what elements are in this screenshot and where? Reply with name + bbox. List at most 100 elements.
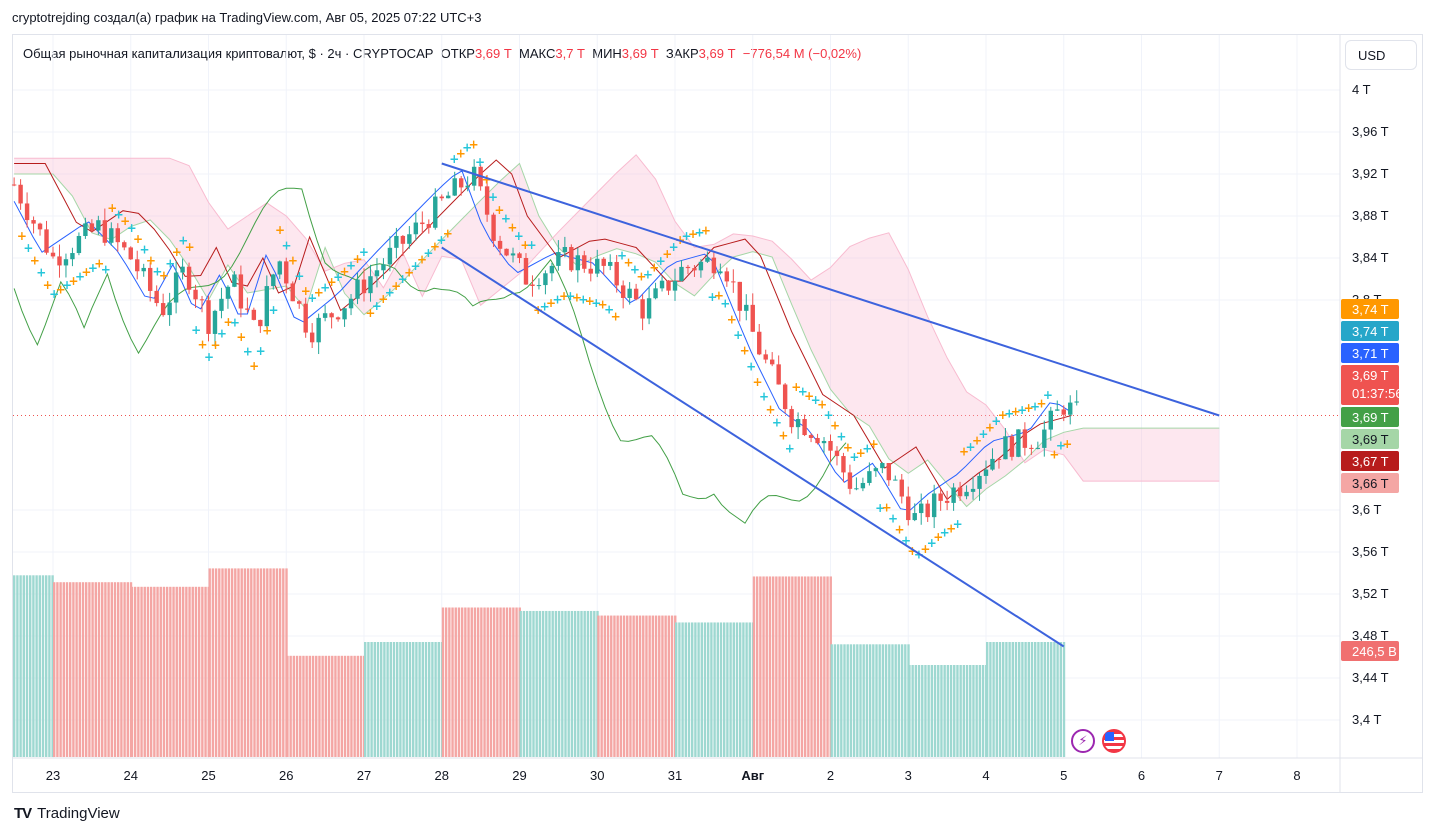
candle-body [83,223,88,236]
volume-bar [35,575,38,757]
candle-body [983,469,989,476]
psar-marker: + [1030,399,1040,413]
tradingview-brand[interactable]: TV TradingView [14,805,120,822]
candle-body [744,304,749,311]
volume-bar [418,642,421,757]
volume-bar [204,586,207,757]
trendline[interactable] [441,246,1065,648]
candle-body [847,472,853,489]
psar-marker: + [669,240,679,254]
x-tick-label: Авг [741,768,764,783]
volume-bar [791,576,794,757]
cloud-span-a [14,162,1220,508]
x-tick-label: 30 [590,768,604,783]
volume-bar [606,615,610,757]
x-tick-label: 23 [46,768,60,783]
time-axis[interactable]: 23 24 25 26 27 28 29 30 31 Авг 2 3 4 5 6 7 8 [46,768,1301,783]
y-tick-label: 3,44 T [1352,670,1389,685]
y-tick-label: 3,6 T [1352,502,1381,517]
volume-bar [532,610,535,757]
volume-bar [742,622,745,757]
volume-bar [476,607,480,757]
volume-bar [334,655,337,757]
volume-bar [684,622,687,757]
candle-body [491,214,496,241]
volume-bar [953,665,956,757]
psar-marker: + [294,269,304,283]
volume-bar [62,582,65,757]
volume-bar [243,568,247,757]
volume-bar [295,655,299,757]
volume-bar [904,644,907,757]
candle-body [802,419,807,436]
candle-body [821,440,827,444]
psar-marker: + [107,201,117,215]
psar-marker: + [630,262,640,276]
candle-body [135,259,140,272]
psar-marker: + [88,261,98,275]
price-badge [1341,299,1399,319]
psar-marker: + [385,285,395,299]
psar-marker: + [759,389,769,403]
candle-body [1048,410,1053,430]
psar-marker: + [740,344,750,358]
candle-body [348,298,354,309]
volume-bar [221,568,224,757]
candle-body [186,266,192,290]
chart-frame[interactable] [12,34,1423,793]
candle-body [692,268,697,271]
candle-body [679,266,684,281]
volume-bar [486,607,489,757]
volume-bar [771,576,775,757]
psar-marker: + [198,337,208,351]
candle-body [672,280,678,291]
psar-marker: + [423,246,433,260]
candle-body [484,186,490,215]
volume-bar [645,615,648,757]
candle-body [731,281,736,283]
psar-marker: + [411,259,421,273]
volume-bar [658,615,661,757]
candle-body [543,273,548,286]
volume-bar [75,582,78,757]
lightning-icon[interactable]: ⚡ [1071,729,1095,753]
volume-bar [512,607,515,757]
volume-bar [172,586,175,757]
currency-button[interactable]: USD [1345,40,1417,70]
volume-bar [428,642,431,757]
volume-bar [340,655,344,757]
legend-symbol[interactable]: Общая рыночная капитализация криптовалют… [23,46,434,61]
candle-body [601,258,606,266]
psar-marker: + [404,266,414,280]
volume-bar [703,622,707,757]
volume-bar [289,655,292,757]
psar-marker: + [720,297,730,311]
psar-marker: + [230,316,240,330]
candle-body [271,274,276,287]
candle-body [951,487,956,503]
volume-bar [256,568,259,757]
volume-bar [1027,642,1030,757]
psar-marker: + [804,389,814,403]
psar-marker: + [888,512,898,526]
psar-marker: + [869,437,879,451]
candle-body [284,261,289,284]
us-flag-icon[interactable] [1102,729,1126,753]
volume-bar [914,665,918,757]
psar-marker: + [772,415,782,429]
volume-bar [894,644,897,757]
volume-bar [570,610,574,757]
volume-bar [421,642,424,757]
trendlines[interactable] [441,162,1220,648]
volume-bar [218,568,221,757]
candle-body [374,270,380,277]
candle-body [109,228,114,243]
volume-bar [843,644,846,757]
candle-body [167,302,172,316]
volume-bar [972,665,975,757]
psar-marker: + [985,420,995,434]
candle-body [1022,429,1028,448]
x-tick-label: 6 [1138,768,1145,783]
trendline[interactable] [441,162,1220,417]
